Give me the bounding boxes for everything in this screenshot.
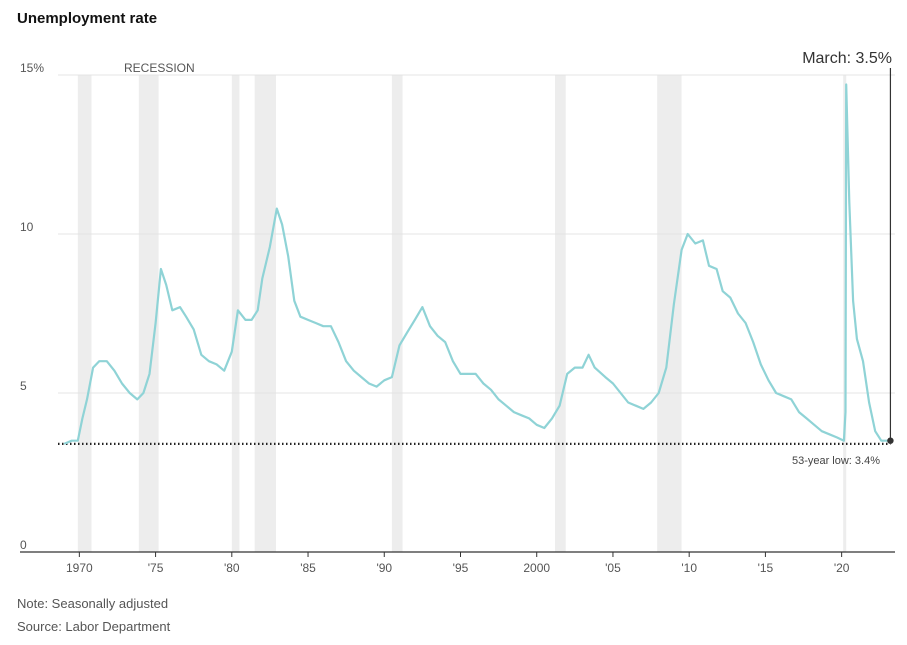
recession-band-5	[555, 75, 566, 552]
y-tick-label-2: 10	[20, 220, 34, 234]
x-tick-label-6: 2000	[523, 561, 550, 575]
x-tick-label-2: '80	[224, 561, 240, 575]
latest-label: March: 3.5%	[802, 50, 892, 67]
note-text: Note: Seasonally adjusted	[17, 596, 169, 611]
y-tick-label-3: 15%	[20, 61, 44, 75]
low-reference-label: 53-year low: 3.4%	[792, 455, 880, 467]
source-text: Source: Labor Department	[17, 619, 171, 634]
y-tick-label-1: 5	[20, 379, 27, 393]
series-line-0	[63, 83, 891, 445]
y-tick-label-0: 0	[20, 538, 27, 552]
x-tick-label-5: '95	[453, 561, 469, 575]
recession-label: RECESSION	[124, 61, 195, 75]
recession-band-4	[391, 75, 403, 552]
recession-band-6	[657, 75, 682, 552]
chart-title: Unemployment rate	[17, 10, 158, 27]
recession-band-1	[138, 75, 159, 552]
unemployment-line-chart: RECESSION 0 5 10 15% 1970 '75 '80 '85 '90 '95 2000 '…	[20, 50, 895, 575]
x-tick-label-8: '10	[681, 561, 697, 575]
x-tick-label-0: 1970	[66, 561, 93, 575]
recession-band-3	[254, 75, 277, 552]
x-tick-label-10: '20	[834, 561, 850, 575]
x-tick-label-7: '05	[605, 561, 621, 575]
x-tick-label-4: '90	[376, 561, 392, 575]
latest-point	[887, 437, 894, 444]
recession-band-0	[77, 75, 92, 552]
recession-band-2	[231, 75, 240, 552]
x-tick-label-1: '75	[148, 561, 164, 575]
x-tick-label-3: '85	[300, 561, 316, 575]
x-tick-label-9: '15	[758, 561, 774, 575]
